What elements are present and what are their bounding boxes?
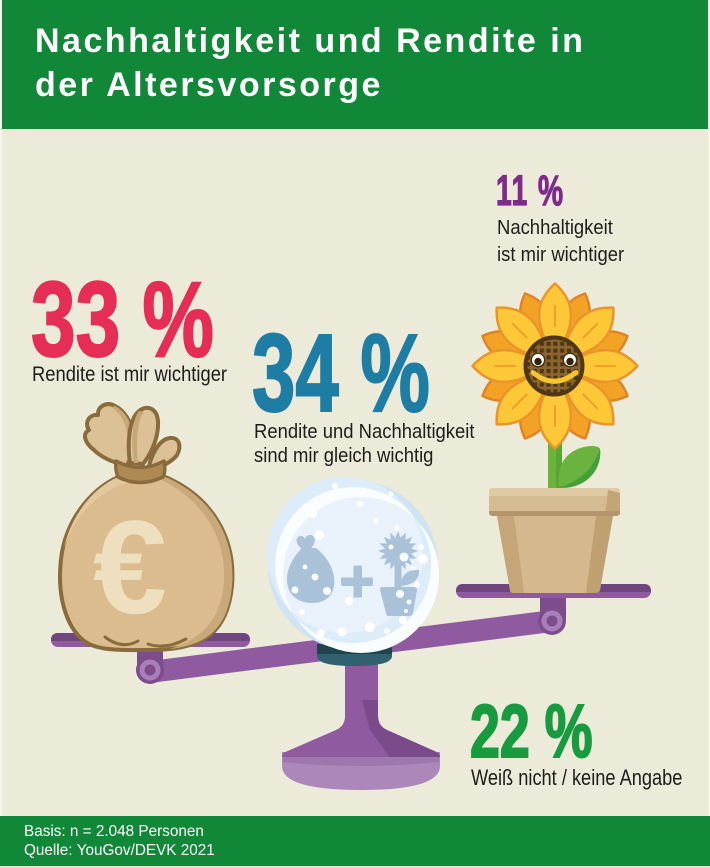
svg-text:€: € [93,494,167,642]
